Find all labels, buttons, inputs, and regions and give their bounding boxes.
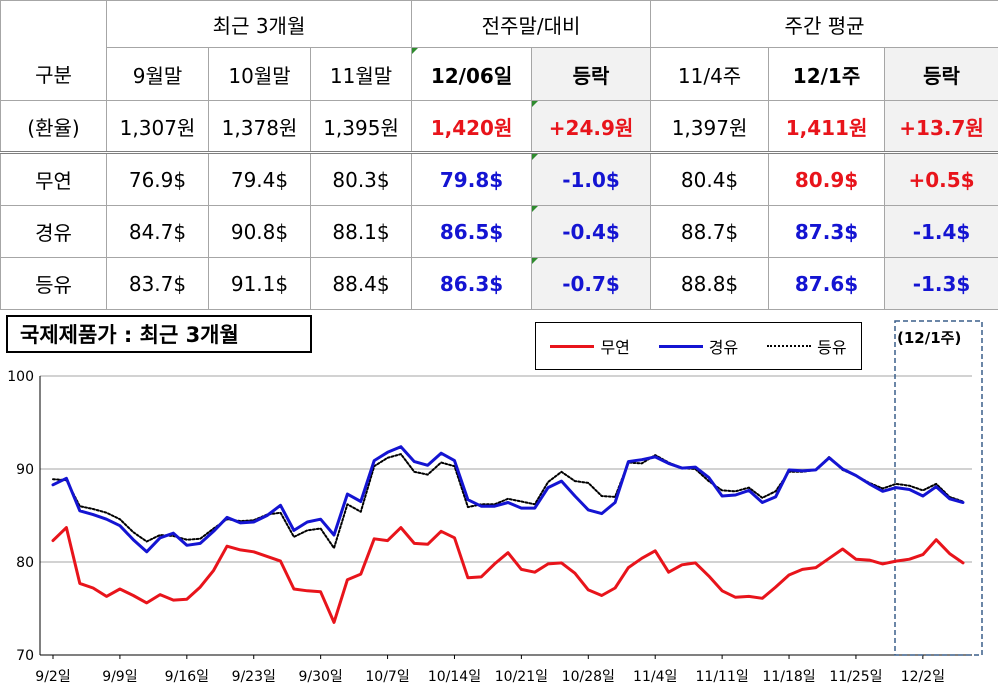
col-header-this-week-avg: 12/1주 [768,47,886,101]
group-header-weekly-avg: 주간 평균 [650,0,998,48]
table-row-diesel: 경유 84.7$ 90.8$ 88.1$ 86.5$ -0.4$ 88.7$ 8… [0,205,998,258]
table-row-gasoline: 무연 76.9$ 79.4$ 80.3$ 79.8$ -1.0$ 80.4$ 8… [0,152,998,206]
table-cell: 91.1$ [208,257,311,310]
table-cell: +24.9원 [531,100,652,154]
table-cell: 87.3$ [768,205,886,258]
week-box-label: (12/1주) [897,329,962,347]
row-label: 무연 [0,152,107,206]
group-header-prev-week: 전주말/대비 [411,0,652,48]
chart-title: 국제제품가 : 최근 3개월 [6,315,312,353]
row-label: 경유 [0,205,107,258]
x-tick-label: 10/28일 [562,669,615,685]
table-cell: -1.0$ [531,152,652,206]
legend-swatch-gasoline [550,344,595,348]
table-cell: -1.4$ [884,205,998,258]
table-cell: 87.6$ [768,257,886,310]
table-cell: 86.5$ [411,205,533,258]
row-label: 등유 [0,257,107,310]
y-tick-label: 90 [16,462,34,478]
table-cell: +0.5$ [884,152,998,206]
x-tick-label: 11/18일 [762,669,815,685]
table-cell: 90.8$ [208,205,311,258]
x-tick-label: 11/4일 [633,669,677,685]
legend-swatch-kerosene [767,345,812,347]
legend-swatch-diesel [658,344,703,348]
table-cell: 83.7$ [106,257,209,310]
table-cell: 80.4$ [650,152,770,206]
table-cell: 1,395원 [309,100,413,154]
legend-item-gasoline: 무연 [550,334,630,358]
table-cell: 1,411원 [768,100,886,154]
chart-svg: 70 80 90 100 9/2일 9/9일 9/16일 9/23일 9/30일 10/7일 10/… [7,320,983,685]
legend-label-kerosene: 등유 [817,338,847,357]
table-cell: 86.3$ [411,257,533,310]
table-cell: +13.7원 [884,100,998,154]
x-tick-label: 12/2일 [901,669,945,685]
y-tick-label: 70 [16,648,34,664]
x-tick-label: 10/14일 [428,669,481,685]
table-cell: 88.1$ [309,205,413,258]
table-cell: -1.3$ [884,257,998,310]
table-cell: 1,378원 [208,100,311,154]
table-cell: 1,307원 [106,100,209,154]
table-cell: 80.3$ [309,152,413,206]
col-header-current-date: 12/06일 [411,47,533,101]
table-cell: 84.7$ [106,205,209,258]
table-cell: 76.9$ [106,152,209,206]
header-blank [0,0,107,48]
table-cell: -0.4$ [531,205,652,258]
table-cell: 79.8$ [411,152,533,206]
legend-label-gasoline: 무연 [600,338,630,357]
table-cell: 88.8$ [650,257,770,310]
group-header-recent: 최근 3개월 [105,0,413,48]
table-cell: 80.9$ [768,152,886,206]
x-tick-label: 9/30일 [298,669,342,685]
col-header-weekly-change: 등락 [884,47,998,101]
x-tick-label: 10/21일 [495,669,548,685]
price-chart: 70 80 90 100 9/2일 9/9일 9/16일 9/23일 9/30일 10/7일 10/… [0,305,998,700]
x-tick-label: 11/25일 [829,669,882,685]
table-cell: 79.4$ [208,152,311,206]
legend-item-kerosene: 등유 [767,334,847,358]
col-header-change: 등락 [531,47,652,101]
series-line-gasoline [51,526,965,624]
chart-legend: 무연 경유 등유 [535,322,862,370]
col-header-sep: 9월말 [106,47,209,101]
table-cell: -0.7$ [531,257,652,310]
table-row-kerosene: 등유 83.7$ 91.1$ 88.4$ 86.3$ -0.7$ 88.8$ 8… [0,257,998,310]
legend-item-diesel: 경유 [658,334,739,358]
series-line-diesel [51,445,965,554]
table-cell: 88.4$ [309,257,413,310]
col-header-nov: 11월말 [309,47,413,101]
price-table: 최근 3개월 전주말/대비 주간 평균 구분 9월말 10월말 11월말 12/… [0,0,998,310]
x-tick-label: 9/23일 [232,669,276,685]
y-tick-label: 80 [16,555,34,571]
x-tick-label: 9/16일 [165,669,209,685]
x-tick-label: 10/7일 [365,669,409,685]
col-header-prev-week-avg: 11/4주 [650,47,770,101]
table-cell: 1,397원 [650,100,770,154]
x-tick-label: 9/2일 [35,669,70,685]
table-cell: 88.7$ [650,205,770,258]
x-tick-label: 11/11일 [696,669,749,685]
col-header-oct: 10월말 [208,47,311,101]
row-label: (환율) [0,100,107,154]
table-cell: 1,420원 [411,100,533,154]
legend-label-diesel: 경유 [708,338,739,357]
y-tick-label: 100 [7,369,34,385]
x-tick-label: 9/9일 [102,669,137,685]
col-header-category: 구분 [0,47,107,101]
table-row-exchange-rate: (환율) 1,307원 1,378원 1,395원 1,420원 +24.9원 … [0,100,998,154]
